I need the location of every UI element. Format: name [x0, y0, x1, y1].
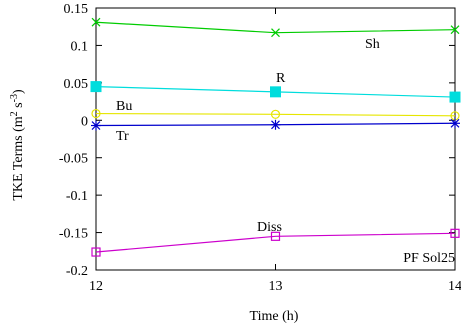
- series-label-bu: Bu: [116, 99, 132, 114]
- series-line: [95, 232, 456, 253]
- data-point-marker: [449, 91, 461, 103]
- series-label-sh: Sh: [365, 37, 380, 52]
- data-point-marker: [90, 81, 102, 93]
- y-tick-label: -0.05: [59, 152, 88, 167]
- y-tick-label: -0.2: [66, 264, 88, 279]
- data-point-marker: [271, 28, 280, 38]
- x-tick-label: 12: [89, 279, 103, 294]
- data-point-marker: [91, 247, 101, 257]
- x-tick-label: 14: [448, 279, 461, 294]
- data-point-marker: [270, 109, 281, 119]
- y-axis-label-part: ): [11, 89, 26, 94]
- y-axis-label-sup: 2: [9, 111, 20, 116]
- y-axis-label: TKE Terms (m2 s-3): [9, 89, 26, 201]
- series-r: [90, 81, 461, 103]
- series-tr: [91, 118, 460, 131]
- series-line: [95, 21, 456, 34]
- series-label-tr: Tr: [116, 129, 129, 144]
- series-sh: [91, 17, 460, 38]
- data-point-marker: [91, 108, 101, 119]
- x-tick-label: 13: [269, 279, 283, 294]
- series-line: [95, 112, 456, 117]
- x-axis-label: Time (h): [250, 309, 299, 324]
- chart-annotation: PF Sol25: [403, 251, 455, 266]
- data-point-marker: [91, 17, 101, 27]
- y-axis-label-part: s: [11, 102, 26, 111]
- data-point-marker: [270, 231, 281, 241]
- data-point-marker: [270, 86, 281, 98]
- y-tick-label: -0.15: [59, 227, 88, 242]
- series-bu: [91, 108, 460, 121]
- series-diss: [91, 228, 460, 257]
- y-tick-label: 0: [81, 114, 88, 129]
- y-axis-label-sup: -3: [9, 94, 20, 102]
- series-label-diss: Diss: [257, 220, 282, 235]
- y-tick-label: 0.05: [64, 77, 89, 92]
- data-point-marker: [450, 228, 460, 238]
- series-label-r: R: [276, 71, 286, 86]
- y-axis-label-part: TKE Terms (m: [11, 116, 26, 200]
- y-tick-label: 0.1: [71, 39, 89, 54]
- y-tick-label: -0.1: [66, 189, 88, 204]
- y-tick-label: 0.15: [64, 2, 89, 17]
- data-point-marker: [450, 25, 460, 35]
